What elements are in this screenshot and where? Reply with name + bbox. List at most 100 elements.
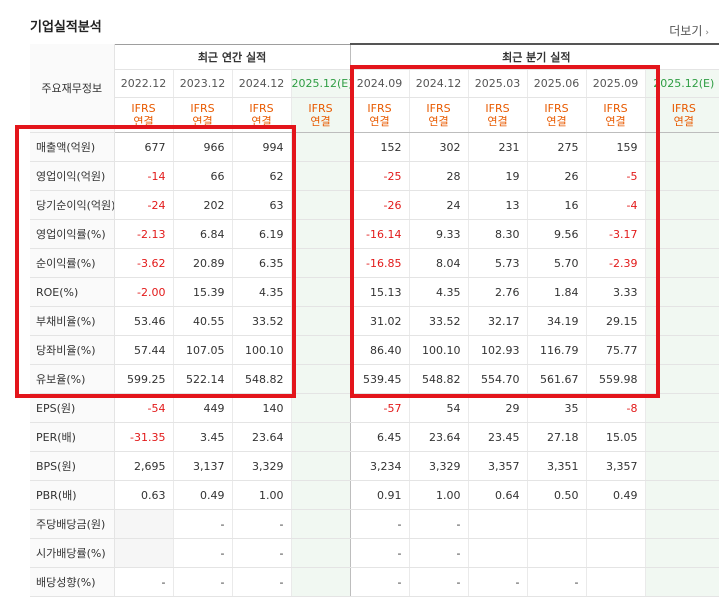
value-cell: -2.13 (113, 219, 173, 249)
value-cell: -4 (585, 190, 646, 220)
value-cell: 548.82 (231, 364, 291, 394)
table-row: 시가배당률(%) - - - - (30, 538, 719, 568)
value-cell: 0.91 (349, 480, 410, 510)
table-row: 주당배당금(원) - - - - (30, 509, 719, 539)
period-header-annual: 2024.12 (231, 69, 291, 98)
value-cell (290, 132, 351, 162)
ifrs-line1: IFRS (249, 102, 274, 115)
value-cell: 24 (408, 190, 469, 220)
period-header-annual: 2022.12 (113, 69, 173, 98)
value-cell (644, 451, 719, 481)
table-row: 영업이익률(%) -2.13 6.84 6.19 -16.14 9.33 8.30 9.56-… (30, 219, 719, 249)
row-label: 당기순이익(억원) (30, 190, 115, 220)
row-label: PER(배) (30, 422, 115, 452)
value-cell (644, 277, 719, 307)
value-cell: 231 (467, 132, 528, 162)
value-cell (290, 509, 351, 539)
value-cell: 100.10 (408, 335, 469, 365)
table-row: 배당성향(%) - - - - - - - (30, 567, 719, 597)
value-cell: 27.18 (526, 422, 587, 452)
value-cell (290, 451, 351, 481)
value-cell: 159 (585, 132, 646, 162)
value-cell: -3.62 (113, 248, 173, 278)
ifrs-line1: IFRS (426, 102, 451, 115)
value-cell: -3.17 (585, 219, 646, 249)
value-cell: 26 (526, 161, 587, 191)
ifrs-badge: IFRS 연결 (526, 97, 587, 133)
value-cell: -5 (585, 161, 646, 191)
ifrs-line1: IFRS (603, 102, 628, 115)
ifrs-badge: IFRS 연결 (231, 97, 291, 133)
value-cell: -8 (585, 393, 646, 423)
value-cell (644, 567, 719, 597)
table-row: 당기순이익(억원) -24 202 63 -26 24 13 16 -4 (30, 190, 719, 220)
ifrs-line2: 연결 (133, 115, 154, 128)
value-cell (526, 538, 587, 568)
value-cell: 9.56 (526, 219, 587, 249)
value-cell: -31.35 (113, 422, 173, 452)
financial-summary-table: 주요재무정보 최근 연간 실적 최근 분기 실적 2022.12 2023.12 2… (30, 43, 719, 597)
value-cell (644, 509, 719, 539)
value-cell: 0.49 (172, 480, 232, 510)
annual-group-header: 최근 연간 실적 (114, 43, 351, 70)
value-cell: 1.84 (526, 277, 587, 307)
value-cell: - (231, 509, 291, 539)
value-cell: 449 (172, 393, 232, 423)
value-cell: 8.04 (408, 248, 469, 278)
value-cell: 19 (467, 161, 528, 191)
table-row: BPS(원) 2,695 3,137 3,329 3,234 3,329 3,357 3,35… (30, 451, 719, 481)
value-cell: -2.39 (585, 248, 646, 278)
value-cell: 522.14 (172, 364, 232, 394)
value-cell: 62 (231, 161, 291, 191)
ifrs-line1: IFRS (544, 102, 569, 115)
table-row: 유보율(%) 599.25 522.14 548.82 539.45 548.82 554.… (30, 364, 719, 394)
ifrs-line2: 연결 (487, 115, 508, 128)
value-cell (113, 538, 173, 568)
table-row: ROE(%) -2.00 15.39 4.35 15.13 4.35 2.76 1.84 3.3… (30, 277, 719, 307)
value-cell: - (408, 509, 469, 539)
value-cell: 57.44 (113, 335, 173, 365)
more-label: 더보기 (669, 24, 703, 38)
value-cell: 54 (408, 393, 469, 423)
value-cell: - (172, 567, 232, 597)
value-cell: 107.05 (172, 335, 232, 365)
value-cell: 677 (113, 132, 173, 162)
value-cell: 1.00 (408, 480, 469, 510)
value-cell (290, 335, 351, 365)
value-cell (644, 248, 719, 278)
row-label: BPS(원) (30, 451, 115, 481)
value-cell: 275 (526, 132, 587, 162)
value-cell (644, 161, 719, 191)
value-cell (290, 422, 351, 452)
value-cell: 2,695 (113, 451, 173, 481)
value-cell: 0.64 (467, 480, 528, 510)
value-cell: 13 (467, 190, 528, 220)
value-cell: 34.19 (526, 306, 587, 336)
value-cell (290, 480, 351, 510)
value-cell: 3.33 (585, 277, 646, 307)
value-cell: 20.89 (172, 248, 232, 278)
value-cell: 102.93 (467, 335, 528, 365)
value-cell: 3,357 (467, 451, 528, 481)
row-label: 매출액(억원) (30, 132, 115, 162)
ifrs-line2: 연결 (546, 115, 567, 128)
value-cell: 35 (526, 393, 587, 423)
value-cell: - (172, 538, 232, 568)
value-cell: 3,234 (349, 451, 410, 481)
section-title: 기업실적분석 (30, 20, 102, 35)
ifrs-line1: IFRS (367, 102, 392, 115)
table-row: 매출액(억원) 677 966 994 152 302 231 275 159 (30, 132, 719, 162)
value-cell (290, 190, 351, 220)
value-cell (290, 567, 351, 597)
value-cell: 202 (172, 190, 232, 220)
value-cell: 15.13 (349, 277, 410, 307)
ifrs-line2: 연결 (369, 115, 390, 128)
value-cell: 32.17 (467, 306, 528, 336)
more-link[interactable]: 더보기 › (669, 22, 709, 39)
value-cell: 53.46 (113, 306, 173, 336)
value-cell (644, 538, 719, 568)
value-cell: - (172, 509, 232, 539)
value-cell (644, 335, 719, 365)
value-cell: 29 (467, 393, 528, 423)
value-cell: 100.10 (231, 335, 291, 365)
